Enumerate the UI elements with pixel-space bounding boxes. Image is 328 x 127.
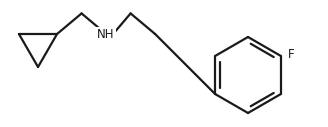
Text: NH: NH <box>97 28 115 42</box>
Text: F: F <box>288 47 295 60</box>
